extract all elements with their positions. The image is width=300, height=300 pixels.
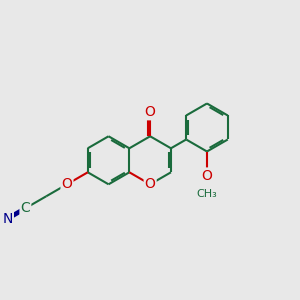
Text: O: O [145,105,156,119]
Text: O: O [145,177,156,191]
Text: C: C [20,201,30,215]
Text: CH₃: CH₃ [196,188,217,199]
Text: O: O [202,169,212,182]
Text: O: O [61,177,72,191]
Text: N: N [2,212,13,226]
